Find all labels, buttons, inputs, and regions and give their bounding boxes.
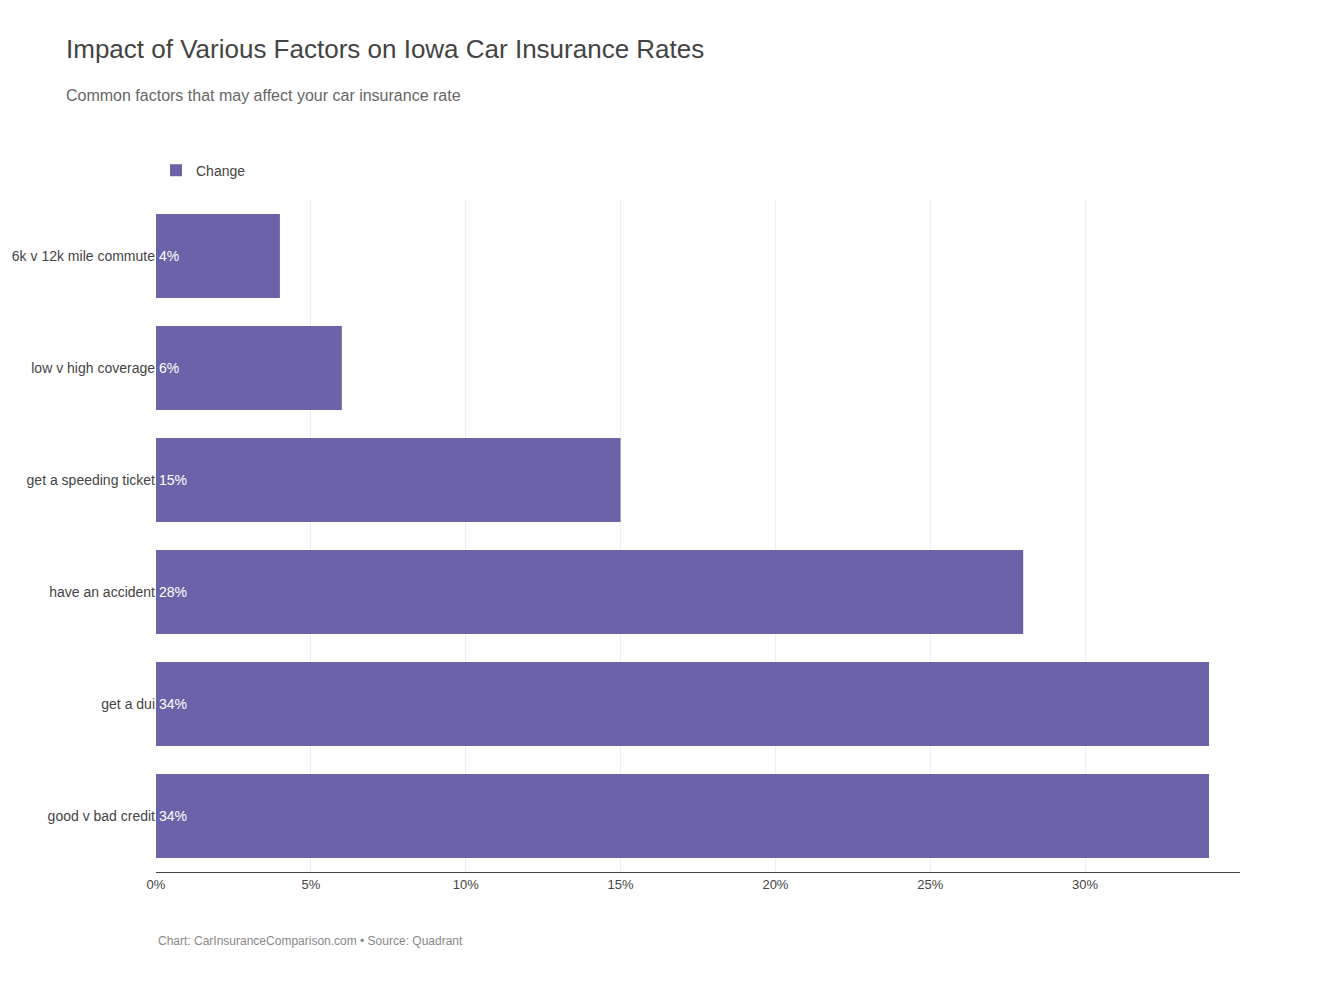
svg-text:Common factors that may affect: Common factors that may affect your car … [66, 87, 461, 104]
svg-text:10%: 10% [453, 877, 479, 892]
svg-text:get a dui: get a dui [101, 696, 155, 712]
svg-text:30%: 30% [1072, 877, 1098, 892]
svg-text:34%: 34% [159, 696, 187, 712]
svg-text:get a speeding ticket: get a speeding ticket [27, 472, 156, 488]
svg-text:25%: 25% [917, 877, 943, 892]
svg-text:34%: 34% [159, 808, 187, 824]
svg-text:6%: 6% [159, 360, 179, 376]
svg-text:15%: 15% [159, 472, 187, 488]
svg-text:0%: 0% [147, 877, 166, 892]
svg-text:28%: 28% [159, 584, 187, 600]
svg-text:20%: 20% [762, 877, 788, 892]
svg-text:Chart: CarInsuranceComparison.: Chart: CarInsuranceComparison.com • Sour… [158, 934, 463, 948]
svg-text:low v high coverage: low v high coverage [31, 360, 155, 376]
svg-text:4%: 4% [159, 248, 179, 264]
svg-text:5%: 5% [301, 877, 320, 892]
svg-text:15%: 15% [608, 877, 634, 892]
svg-text:6k v 12k mile commute: 6k v 12k mile commute [12, 248, 155, 264]
svg-text:Impact of Various Factors on I: Impact of Various Factors on Iowa Car In… [66, 34, 704, 64]
svg-text:Change: Change [196, 163, 245, 179]
svg-text:have an accident: have an accident [49, 584, 155, 600]
svg-text:good v bad credit: good v bad credit [48, 808, 156, 824]
